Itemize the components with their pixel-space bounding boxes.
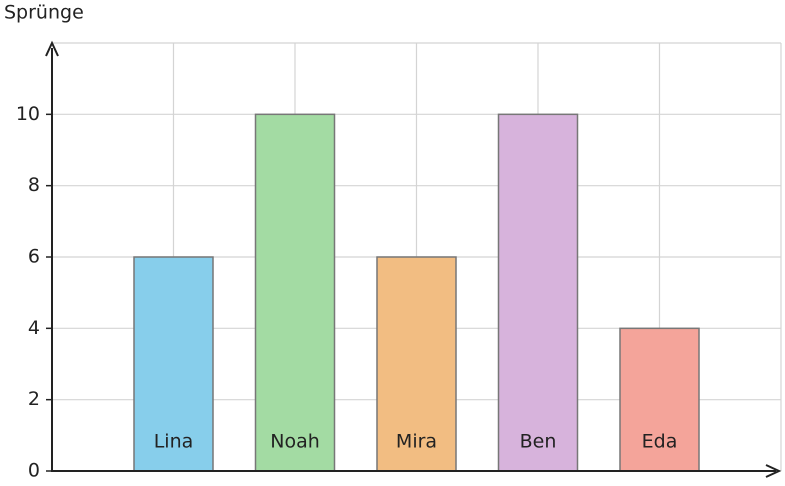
bar — [497, 113, 579, 472]
x-tick-label: Mira — [396, 431, 437, 453]
bar — [254, 113, 336, 472]
y-tick-label: 8 — [28, 174, 40, 196]
y-tick-label: 4 — [28, 317, 40, 339]
x-axis-arrow — [765, 464, 782, 478]
y-tick-label: 0 — [28, 460, 40, 482]
x-tick-label: Noah — [270, 431, 320, 453]
x-tick-label: Ben — [520, 431, 557, 453]
y-tick-label: 2 — [28, 388, 40, 410]
bar — [376, 256, 457, 472]
x-tick-label: Eda — [642, 431, 678, 453]
y-axis-label: Sprünge — [4, 2, 84, 24]
y-tick-label: 6 — [28, 246, 40, 268]
y-tick-label: 10 — [16, 103, 40, 125]
bar — [133, 256, 214, 472]
x-tick-label: Lina — [154, 431, 194, 453]
y-axis-arrow — [45, 40, 59, 57]
